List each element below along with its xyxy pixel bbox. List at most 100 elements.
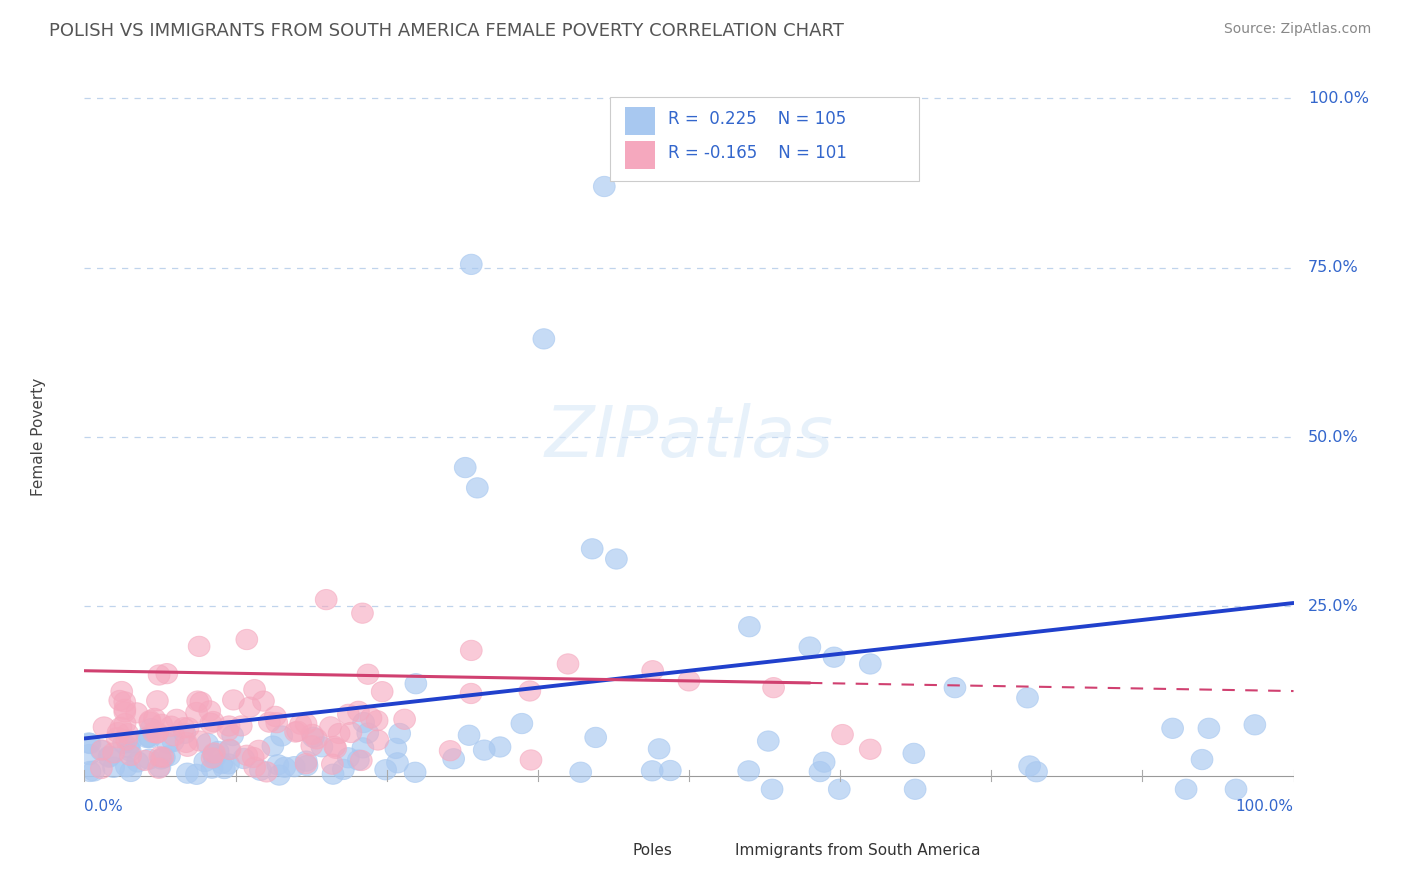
Ellipse shape	[474, 740, 495, 760]
Ellipse shape	[1225, 779, 1247, 799]
Ellipse shape	[177, 717, 200, 738]
Ellipse shape	[387, 753, 408, 773]
Ellipse shape	[201, 758, 222, 779]
Ellipse shape	[162, 731, 184, 752]
Ellipse shape	[903, 743, 925, 764]
Ellipse shape	[284, 756, 305, 777]
Ellipse shape	[520, 750, 541, 770]
Ellipse shape	[1017, 688, 1039, 708]
Ellipse shape	[762, 678, 785, 698]
Ellipse shape	[533, 329, 555, 349]
Ellipse shape	[150, 748, 172, 769]
Ellipse shape	[107, 728, 128, 747]
FancyBboxPatch shape	[610, 97, 918, 181]
Ellipse shape	[337, 704, 360, 724]
Text: 100.0%: 100.0%	[1308, 91, 1369, 106]
Ellipse shape	[1191, 749, 1213, 770]
Ellipse shape	[305, 729, 328, 749]
Ellipse shape	[315, 590, 337, 610]
Ellipse shape	[295, 754, 316, 773]
Ellipse shape	[1019, 756, 1040, 776]
Ellipse shape	[150, 714, 173, 734]
Ellipse shape	[831, 724, 853, 745]
Ellipse shape	[371, 681, 394, 702]
Ellipse shape	[186, 702, 208, 723]
Ellipse shape	[467, 478, 488, 498]
Ellipse shape	[678, 671, 700, 691]
Ellipse shape	[301, 736, 322, 756]
Ellipse shape	[295, 751, 318, 772]
Ellipse shape	[243, 757, 266, 777]
Ellipse shape	[738, 761, 759, 781]
Ellipse shape	[266, 713, 288, 733]
Ellipse shape	[799, 637, 821, 657]
Ellipse shape	[519, 681, 541, 701]
Ellipse shape	[146, 723, 169, 743]
Ellipse shape	[904, 779, 927, 799]
Ellipse shape	[405, 762, 426, 782]
Ellipse shape	[332, 759, 354, 780]
Ellipse shape	[337, 747, 360, 768]
Ellipse shape	[352, 603, 374, 624]
Ellipse shape	[366, 711, 388, 731]
Ellipse shape	[114, 702, 135, 723]
Ellipse shape	[90, 740, 112, 761]
FancyBboxPatch shape	[624, 107, 655, 135]
Ellipse shape	[148, 665, 170, 685]
Ellipse shape	[385, 739, 406, 758]
Ellipse shape	[357, 723, 378, 743]
Ellipse shape	[174, 723, 195, 744]
Ellipse shape	[761, 779, 783, 799]
Ellipse shape	[127, 703, 148, 723]
Ellipse shape	[256, 762, 277, 782]
Ellipse shape	[323, 736, 346, 756]
Ellipse shape	[222, 725, 243, 746]
FancyBboxPatch shape	[702, 838, 725, 862]
Text: Source: ZipAtlas.com: Source: ZipAtlas.com	[1223, 22, 1371, 37]
Ellipse shape	[347, 750, 370, 770]
Ellipse shape	[460, 683, 482, 704]
Ellipse shape	[738, 616, 761, 637]
Ellipse shape	[138, 727, 159, 747]
Ellipse shape	[120, 746, 142, 765]
Ellipse shape	[142, 723, 165, 743]
Ellipse shape	[114, 691, 135, 712]
Text: POLISH VS IMMIGRANTS FROM SOUTH AMERICA FEMALE POVERTY CORRELATION CHART: POLISH VS IMMIGRANTS FROM SOUTH AMERICA …	[49, 22, 844, 40]
Ellipse shape	[207, 741, 229, 762]
Ellipse shape	[222, 690, 245, 710]
Ellipse shape	[110, 717, 132, 738]
Ellipse shape	[202, 712, 224, 731]
Ellipse shape	[219, 739, 240, 760]
Ellipse shape	[347, 701, 370, 722]
Ellipse shape	[259, 712, 280, 732]
Ellipse shape	[659, 760, 682, 780]
Ellipse shape	[340, 723, 361, 743]
Ellipse shape	[357, 664, 378, 684]
Ellipse shape	[103, 757, 125, 778]
Ellipse shape	[198, 701, 221, 721]
Ellipse shape	[217, 721, 239, 741]
Ellipse shape	[394, 709, 416, 730]
Text: 25.0%: 25.0%	[1308, 599, 1358, 614]
Ellipse shape	[1161, 718, 1184, 739]
Ellipse shape	[249, 760, 271, 780]
Ellipse shape	[593, 177, 616, 196]
Ellipse shape	[360, 707, 382, 728]
Ellipse shape	[117, 723, 139, 744]
Ellipse shape	[510, 714, 533, 734]
Ellipse shape	[120, 732, 141, 753]
FancyBboxPatch shape	[624, 141, 655, 169]
Ellipse shape	[460, 254, 482, 275]
Text: ZIPatlas: ZIPatlas	[544, 402, 834, 472]
Ellipse shape	[284, 722, 307, 742]
Ellipse shape	[367, 730, 388, 750]
Ellipse shape	[197, 733, 218, 754]
Ellipse shape	[1198, 718, 1220, 739]
Ellipse shape	[156, 664, 177, 684]
Ellipse shape	[648, 739, 671, 759]
Ellipse shape	[187, 691, 208, 711]
Ellipse shape	[269, 765, 290, 785]
Ellipse shape	[111, 681, 132, 702]
Ellipse shape	[218, 739, 240, 760]
Ellipse shape	[146, 690, 169, 711]
